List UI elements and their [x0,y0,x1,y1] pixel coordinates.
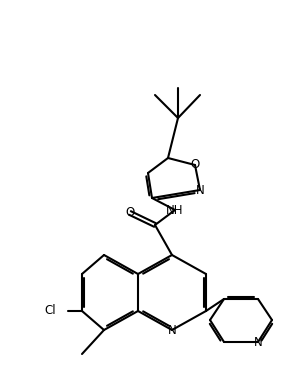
Text: NH: NH [166,203,184,217]
Text: N: N [254,336,262,349]
Text: N: N [196,183,204,197]
Text: O: O [126,206,135,220]
Text: N: N [168,324,176,336]
Text: O: O [190,158,200,172]
Text: Cl: Cl [44,305,56,318]
